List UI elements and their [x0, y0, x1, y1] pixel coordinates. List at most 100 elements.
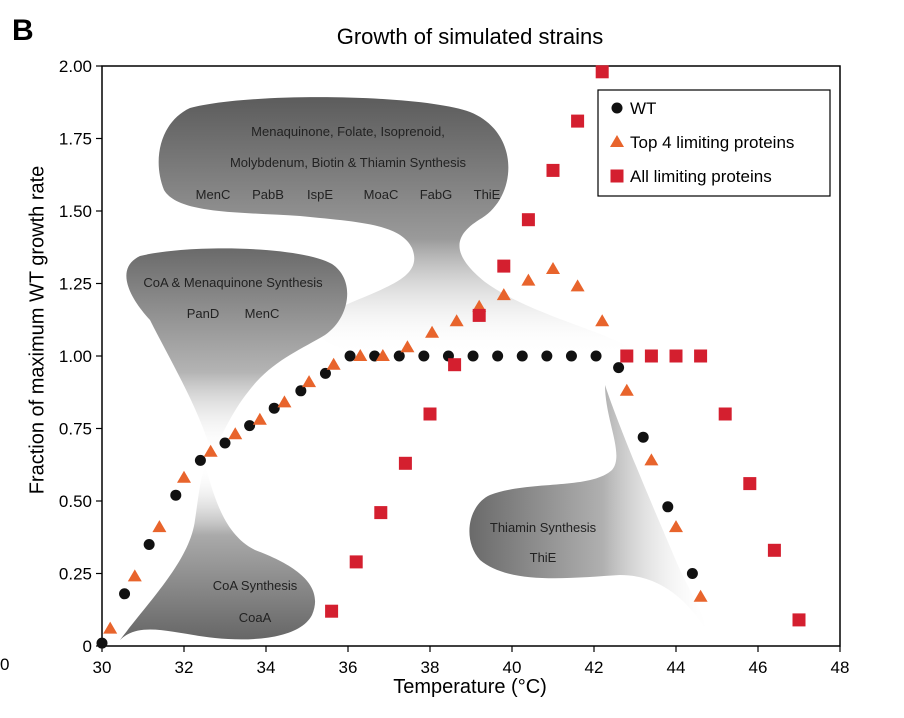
wt-point	[219, 437, 231, 449]
wt-point	[418, 350, 430, 362]
cloud-coa-menaquinone-gene: MenC	[245, 306, 280, 321]
data-marks	[96, 65, 806, 649]
cloud-menaquinone-gene: IspE	[307, 187, 333, 202]
cloud-menaquinone-gene: FabG	[420, 187, 453, 202]
panel-label: B	[12, 14, 34, 47]
y-tick-label: 1.50	[59, 202, 92, 221]
wt-point	[637, 431, 649, 443]
top4-point	[521, 273, 536, 286]
wt-point	[467, 350, 479, 362]
wt-point	[662, 501, 674, 513]
cloud-menaquinone-gene: MoaC	[364, 187, 399, 202]
cloud-menaquinone-shape	[158, 97, 632, 355]
y-tick-label: 2.00	[59, 57, 92, 76]
cloud-menaquinone-gene: MenC	[196, 187, 231, 202]
wt-point	[565, 350, 577, 362]
top4-point	[375, 349, 390, 361]
top4-point	[302, 375, 317, 388]
cloud-coa-gene: CoaA	[239, 610, 272, 625]
all-limiting-point	[546, 163, 560, 177]
cloud-coa-shape	[120, 465, 316, 640]
top4-point	[152, 520, 167, 533]
legend-marker-all	[610, 169, 624, 183]
stray-x-tick-label: 0	[0, 655, 10, 674]
all-limiting-point	[472, 308, 486, 322]
cloud-coa-line-1: CoA Synthesis	[213, 578, 298, 593]
wt-point	[119, 588, 131, 600]
wt-point	[319, 367, 331, 379]
legend-marker-top4	[610, 135, 624, 147]
top4-point	[228, 427, 243, 440]
all-limiting-point	[669, 349, 683, 363]
x-tick-label: 48	[831, 658, 850, 677]
x-tick-label: 44	[667, 658, 686, 677]
x-tick-label: 46	[749, 658, 768, 677]
wt-point	[244, 420, 256, 432]
legend-label-top4: Top 4 limiting proteins	[630, 133, 794, 152]
top4-point	[595, 314, 610, 327]
legend-label-all: All limiting proteins	[630, 167, 772, 186]
wt-point	[516, 350, 528, 362]
all-limiting-point	[718, 407, 732, 421]
x-axis-label: Temperature (°C)	[393, 676, 547, 698]
top4-point	[496, 288, 511, 301]
cloud-coa-menaquinone-line-1: CoA & Menaquinone Synthesis	[143, 275, 323, 290]
cloud-menaquinone-line-1: Menaquinone, Folate, Isoprenoid,	[251, 124, 445, 139]
all-limiting-point	[767, 543, 781, 557]
annotation-texts: Menaquinone, Folate, Isoprenoid, Molybde…	[143, 124, 596, 625]
all-limiting-point	[595, 65, 609, 79]
annotation-clouds	[120, 97, 712, 640]
all-limiting-point	[571, 114, 585, 128]
all-limiting-point	[743, 477, 757, 491]
wt-point	[194, 454, 206, 466]
top4-point	[326, 357, 341, 370]
cloud-menaquinone-line-2: Molybdenum, Biotin & Thiamin Synthesis	[230, 155, 467, 170]
top4-point	[400, 340, 415, 353]
top4-point	[619, 383, 634, 396]
all-limiting-point	[644, 349, 658, 363]
top4-point	[570, 279, 585, 292]
cloud-thiamin-gene: ThiE	[530, 550, 557, 565]
axis-ticks: 30 32 34 36 38 40 42 44 46 48 0 0.25 0.50 0.75 1.00 1.2…	[59, 57, 850, 677]
legend-box	[597, 89, 831, 197]
y-tick-label: 0.50	[59, 492, 92, 511]
y-tick-label: 1.25	[59, 275, 92, 294]
cloud-menaquinone-gene: ThiE	[474, 187, 501, 202]
all-limiting-point	[694, 349, 708, 363]
legend: WT Top 4 limiting proteins All limiting …	[597, 89, 831, 197]
all-limiting-point	[423, 407, 437, 421]
x-tick-label: 36	[339, 658, 358, 677]
x-tick-label: 38	[421, 658, 440, 677]
legend-label-wt: WT	[630, 99, 656, 118]
wt-point	[393, 350, 405, 362]
cloud-thiamin-line-1: Thiamin Synthesis	[490, 520, 597, 535]
wt-point	[541, 350, 553, 362]
x-tick-label: 30	[93, 658, 112, 677]
top4-point	[472, 299, 487, 312]
all-limiting-point	[349, 555, 363, 569]
top4-point	[103, 621, 118, 634]
wt-point	[143, 539, 155, 550]
top4-point	[693, 589, 708, 602]
wt-point	[492, 350, 504, 362]
cloud-coa-menaquinone-gene: PanD	[187, 306, 220, 321]
wt-point	[268, 402, 280, 414]
cloud-coa-menaquinone-shape	[126, 248, 348, 455]
top4-point	[203, 444, 218, 457]
all-limiting-point	[448, 358, 462, 372]
chart-title: Growth of simulated strains	[336, 24, 604, 49]
y-tick-label: 0.25	[59, 565, 92, 584]
x-tick-label: 42	[585, 658, 604, 677]
all-limiting-point	[325, 604, 339, 618]
legend-marker-wt	[611, 102, 623, 114]
top4-point	[669, 520, 683, 533]
top4-point	[425, 325, 440, 338]
cloud-thiamin-shape	[469, 385, 712, 640]
top4-point	[449, 314, 464, 327]
all-limiting-point	[374, 506, 388, 520]
y-tick-label: 0	[83, 637, 92, 656]
y-tick-label: 1.00	[59, 347, 92, 366]
top4-point	[177, 470, 191, 483]
all-limiting-point	[398, 456, 412, 470]
wt-point	[344, 350, 356, 362]
